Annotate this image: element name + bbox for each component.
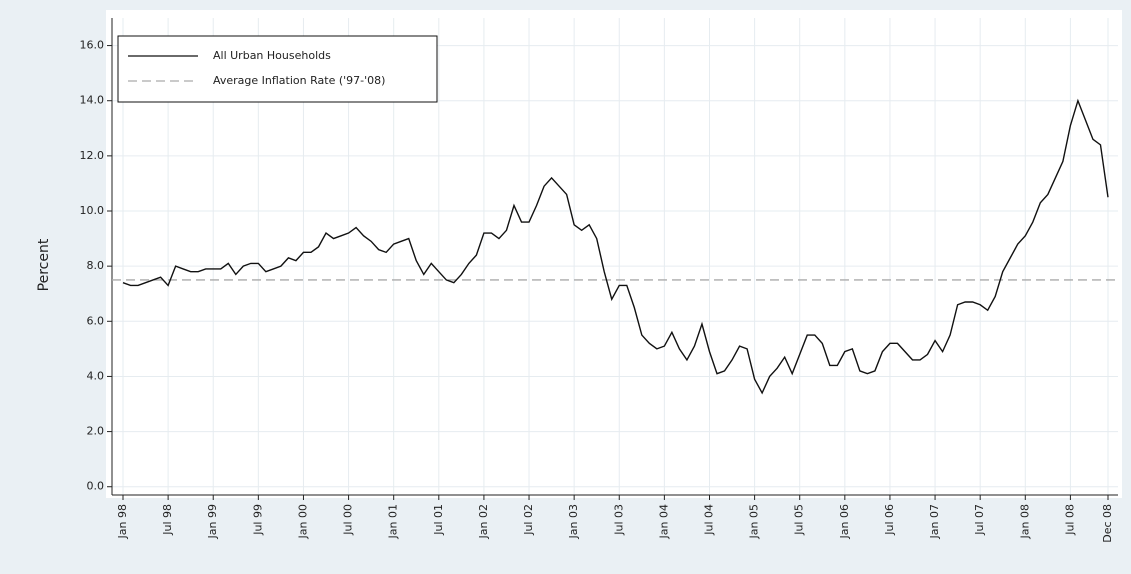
x-tick-label: Jul 07 xyxy=(973,504,986,536)
x-tick-label: Jan 99 xyxy=(206,504,219,539)
x-tick-label: Jul 05 xyxy=(793,504,806,536)
data-line xyxy=(122,98,1109,395)
y-tick-label: 14.0 xyxy=(80,94,105,107)
x-tick-label: Jan 00 xyxy=(296,504,309,539)
legend: All Urban Households Average Inflation Ra… xyxy=(117,35,438,103)
legend-label: Average Inflation Rate ('97-'08) xyxy=(213,74,385,87)
x-tick-label: Jan 08 xyxy=(1018,504,1031,539)
y-tick-label: 0.0 xyxy=(87,480,105,493)
x-tick-label: Jan 07 xyxy=(928,504,941,539)
x-tick-label: Dec 08 xyxy=(1101,504,1114,543)
y-tick-label: 4.0 xyxy=(87,369,105,382)
x-tick-label: Jul 98 xyxy=(161,504,174,536)
x-tick-label: Jan 98 xyxy=(116,504,129,539)
x-tick-label: Jul 03 xyxy=(612,504,625,536)
legend-box xyxy=(117,35,438,103)
y-tick-label: 6.0 xyxy=(87,314,105,327)
x-tick-label: Jul 02 xyxy=(522,504,535,536)
y-tick-label: 12.0 xyxy=(80,149,105,162)
y-tick-label: 16.0 xyxy=(80,39,105,52)
x-tick-label: Jan 04 xyxy=(657,504,670,539)
x-tick-label: Jan 05 xyxy=(748,504,761,539)
x-tick-label: Jul 00 xyxy=(342,504,355,536)
x-tick-label: Jul 06 xyxy=(883,504,896,536)
y-tick-label: 2.0 xyxy=(87,425,105,438)
legend-label: All Urban Households xyxy=(213,49,331,62)
x-tick-label: Jul 99 xyxy=(251,504,264,536)
x-tick-label: Jul 04 xyxy=(702,504,715,536)
x-tick-label: Jan 02 xyxy=(477,504,490,539)
y-tick-label: 8.0 xyxy=(87,259,105,272)
x-tick-label: Jan 03 xyxy=(567,504,580,539)
x-tick-label: Jan 06 xyxy=(838,504,851,539)
x-tick-label: Jul 01 xyxy=(432,504,445,536)
y-axis-label: Percent xyxy=(36,238,52,291)
y-tick-label: 10.0 xyxy=(80,204,105,217)
x-tick-label: Jan 01 xyxy=(387,504,400,539)
x-tick-label: Jul 08 xyxy=(1063,504,1076,536)
